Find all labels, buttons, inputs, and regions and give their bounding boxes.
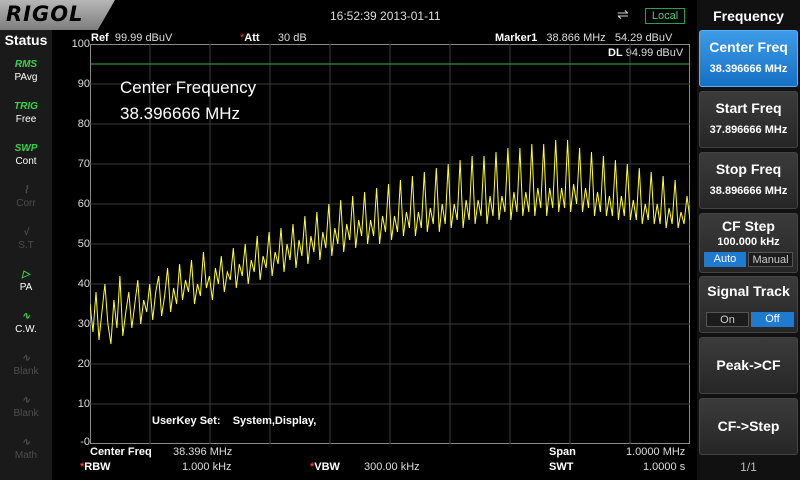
y-tick: 10 xyxy=(77,398,90,410)
status-item-st: √ S.T xyxy=(4,226,48,264)
trace-math-icon: ∿ xyxy=(21,437,31,448)
menu-title: Frequency xyxy=(713,8,784,24)
swt-value: 1.0000 s xyxy=(643,461,686,473)
signal-track-on-toggle[interactable]: On xyxy=(706,312,749,327)
status-panel: Status RMS PAvg TRIG Free SWP Cont ⌇ Corr √ S… xyxy=(0,30,52,480)
swt-label: SWT xyxy=(549,461,574,473)
cf-step-button[interactable]: CF Step 100.000 kHz Auto Manual xyxy=(699,213,798,273)
signal-track-off-toggle[interactable]: Off xyxy=(751,312,794,327)
preamp-icon: ▷ xyxy=(22,269,30,280)
sweep-icon: SWP xyxy=(14,143,38,154)
stop-freq-button[interactable]: Stop Freq 38.896666 MHz xyxy=(699,152,798,209)
rbw-label: *RBW xyxy=(80,461,111,473)
spectrum-trace xyxy=(90,139,690,345)
brand-text: RIGOL xyxy=(6,2,84,26)
cf-to-step-button[interactable]: CF->Step xyxy=(699,398,798,455)
attenuation: *Att 30 dB xyxy=(240,32,307,44)
y-tick: 60 xyxy=(77,198,90,210)
display-line-readout: DL 94.99 dBuV xyxy=(608,47,684,59)
usb-icon: ⇌ xyxy=(617,6,629,22)
rms-icon: RMS xyxy=(14,59,38,70)
center-freq-button[interactable]: Center Freq 38.396666 MHz xyxy=(699,30,798,87)
rbw-value: 1.000 kHz xyxy=(182,461,232,473)
y-tick: 70 xyxy=(77,158,90,170)
cf-step-auto-toggle[interactable]: Auto xyxy=(704,252,746,267)
overlay-title: Center Frequency xyxy=(120,78,257,97)
vbw-label: *VBW xyxy=(310,461,340,473)
status-item-blank-1: ∿ Blank xyxy=(4,352,48,390)
y-tick: 80 xyxy=(77,118,90,130)
status-item-blank-2: ∿ Blank xyxy=(4,394,48,432)
status-title: Status xyxy=(4,32,48,48)
userkey-set: UserKey Set: System,Display, xyxy=(152,415,317,427)
center-freq-label: Center Freq xyxy=(90,446,152,458)
span-value: 1.0000 MHz xyxy=(626,446,686,458)
y-tick: 90 xyxy=(77,78,90,90)
overlay-value: 38.396666 MHz xyxy=(120,104,241,123)
brand-logo: RIGOL xyxy=(0,0,115,30)
status-item-corr: ⌇ Corr xyxy=(4,184,48,222)
status-item-sweep: SWP Cont xyxy=(4,142,48,180)
span-label: Span xyxy=(549,446,576,458)
y-tick: 50 xyxy=(77,238,90,250)
peak-to-cf-button[interactable]: Peak->CF xyxy=(699,337,798,394)
vbw-value: 300.00 kHz xyxy=(364,461,420,473)
softkey-menu: Frequency Center Freq 38.396666 MHz Star… xyxy=(697,0,800,480)
correction-icon: ⌇ xyxy=(23,185,29,196)
datetime: 16:52:39 2013-01-11 xyxy=(330,9,441,23)
center-frequency-overlay: Center Frequency 38.396666 MHz xyxy=(120,75,256,127)
y-tick: 40 xyxy=(77,278,90,290)
trace-cw-icon: ∿ xyxy=(21,311,31,322)
y-tick: 20 xyxy=(77,358,90,370)
ref-level: Ref 99.99 dBuV xyxy=(91,32,173,44)
trace-blank-icon: ∿ xyxy=(21,395,31,406)
status-item-avg: RMS PAvg xyxy=(4,58,48,96)
status-item-math: ∿ Math xyxy=(4,436,48,474)
top-bar: RIGOL 16:52:39 2013-01-11 ⇌ Local xyxy=(0,0,696,30)
center-freq-value: 38.396 MHz xyxy=(173,446,233,458)
status-item-cw: ∿ C.W. xyxy=(4,310,48,348)
spectrum-plot[interactable] xyxy=(90,44,690,444)
tracking-source-icon: √ xyxy=(23,227,29,238)
cf-step-manual-toggle[interactable]: Manual xyxy=(748,252,793,267)
signal-track-button[interactable]: Signal Track On Off xyxy=(699,276,798,333)
status-item-trig: TRIG Free xyxy=(4,100,48,138)
trace-blank-icon: ∿ xyxy=(21,353,31,364)
start-freq-button[interactable]: Start Freq 37.896666 MHz xyxy=(699,91,798,148)
y-tick: 100 xyxy=(71,38,90,50)
y-tick: 30 xyxy=(77,318,90,330)
y-tick: -0 xyxy=(80,436,90,448)
trig-icon: TRIG xyxy=(14,101,38,112)
local-badge[interactable]: Local xyxy=(645,8,685,24)
page-indicator: 1/1 xyxy=(740,460,757,474)
status-item-pa: ▷ PA xyxy=(4,268,48,306)
marker-readout: Marker1 38.866 MHz 54.29 dBuV xyxy=(495,32,673,44)
